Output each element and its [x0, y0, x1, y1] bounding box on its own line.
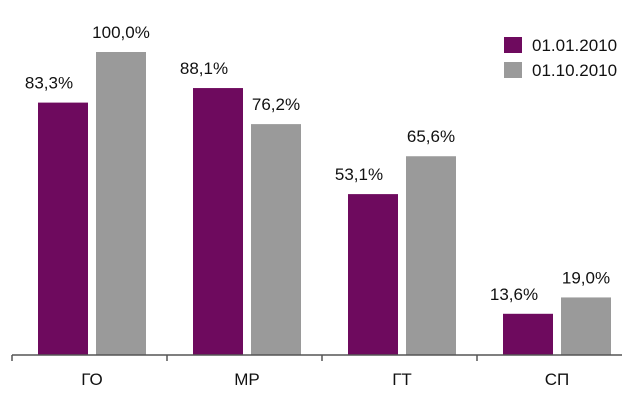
data-labels-layer: 83,3% 100,0% 88,1% 76,2% 53,1% 65,6% 13,6% 19,0…	[25, 23, 610, 304]
x-axis: ГО МР ГТ СП	[11, 354, 622, 389]
data-label-ГО-series-2: 100,0%	[92, 23, 150, 42]
data-label-ГТ-series-1: 53,1%	[335, 165, 383, 184]
bar-МР-series-1	[193, 88, 243, 355]
x-tick-label-СП: СП	[545, 370, 570, 388]
legend-swatch-series-1	[504, 37, 522, 53]
data-label-ГТ-series-2: 65,6%	[407, 127, 455, 146]
legend-swatch-series-2	[504, 62, 522, 78]
legend-label-series-2: 01.10.2010	[532, 61, 617, 80]
bar-МР-series-2	[251, 124, 301, 355]
bars-layer	[38, 52, 611, 355]
bar-ГО-series-2	[96, 52, 146, 355]
x-tick-label-ГТ: ГТ	[392, 370, 412, 388]
bar-ГТ-series-1	[348, 194, 398, 355]
bar-СП-series-1	[503, 313, 553, 355]
data-label-СП-series-2: 19,0%	[562, 268, 610, 287]
data-label-ГО-series-1: 83,3%	[25, 74, 73, 93]
legend: 01.01.2010 01.10.2010	[504, 36, 617, 80]
x-tick-label-ГО: ГО	[81, 370, 102, 388]
data-label-СП-series-1: 13,6%	[490, 285, 538, 304]
legend-label-series-1: 01.01.2010	[532, 36, 617, 55]
x-tick-label-МР: МР	[234, 370, 260, 388]
bar-СП-series-2	[561, 297, 611, 355]
bar-ГТ-series-2	[406, 156, 456, 355]
bar-ГО-series-1	[38, 102, 88, 355]
data-label-МР-series-1: 88,1%	[180, 59, 228, 78]
data-label-МР-series-2: 76,2%	[252, 95, 300, 114]
